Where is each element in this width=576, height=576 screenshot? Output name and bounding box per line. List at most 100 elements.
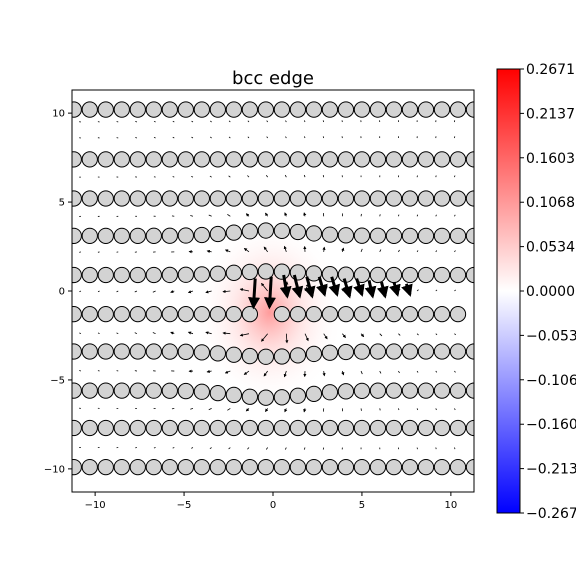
colorbar-tick-label: 0.0000 bbox=[526, 284, 575, 300]
displacement-arrow bbox=[79, 370, 82, 372]
atom-marker bbox=[353, 151, 371, 168]
atom-marker bbox=[113, 419, 130, 437]
atom-marker bbox=[113, 458, 130, 476]
atom-marker bbox=[449, 305, 467, 323]
atom-marker bbox=[401, 343, 419, 360]
displacement-arrow bbox=[153, 137, 156, 139]
atom-marker bbox=[72, 419, 82, 437]
atom-marker bbox=[177, 382, 194, 400]
atom-marker bbox=[289, 347, 307, 364]
atom-marker bbox=[289, 305, 307, 323]
atom-marker bbox=[129, 382, 146, 399]
displacement-arrow bbox=[322, 370, 326, 377]
atom-marker bbox=[225, 101, 243, 118]
atom-marker bbox=[305, 151, 323, 168]
core-displacement-arrow bbox=[376, 281, 389, 299]
atom-marker bbox=[305, 225, 323, 242]
displacement-arrow bbox=[323, 333, 328, 340]
colorbar-tick-label: 0.1603 bbox=[526, 151, 575, 167]
atom-marker bbox=[385, 305, 403, 323]
displacement-arrow bbox=[191, 447, 194, 449]
atom-marker bbox=[369, 101, 387, 118]
atom-marker bbox=[241, 458, 259, 476]
atom-marker bbox=[305, 385, 323, 403]
colorbar-tick-label: 0.0534 bbox=[526, 240, 575, 256]
y-tick-label: 10 bbox=[52, 109, 65, 120]
atom-marker bbox=[129, 227, 146, 245]
atom-marker bbox=[385, 266, 403, 284]
atom-marker bbox=[353, 305, 371, 323]
displacement-arrow bbox=[322, 120, 325, 123]
displacement-arrow bbox=[360, 333, 365, 338]
atom-marker bbox=[177, 227, 194, 244]
atom-marker bbox=[161, 382, 178, 399]
displacement-arrow bbox=[187, 331, 194, 335]
atom-marker bbox=[225, 224, 243, 241]
atom-marker bbox=[72, 266, 82, 284]
atom-marker bbox=[225, 305, 243, 323]
atom-marker bbox=[385, 343, 403, 360]
atom-marker bbox=[289, 387, 307, 404]
atom-marker bbox=[433, 419, 451, 437]
displacement-arrow bbox=[416, 289, 419, 292]
displacement-arrow bbox=[284, 174, 287, 178]
atom-marker bbox=[177, 419, 194, 437]
atom-marker bbox=[449, 190, 467, 207]
atom-marker bbox=[417, 382, 435, 399]
displacement-arrow bbox=[454, 175, 456, 178]
atom-marker bbox=[193, 419, 210, 437]
atom-marker bbox=[417, 190, 435, 207]
atom-marker bbox=[241, 419, 259, 437]
displacement-arrow bbox=[263, 370, 268, 377]
atom-marker bbox=[401, 458, 419, 476]
colorbar-tick-label: −0.2137 bbox=[526, 462, 576, 478]
displacement-arrow bbox=[360, 248, 363, 253]
atom-marker bbox=[321, 101, 339, 118]
atom-marker bbox=[209, 190, 227, 207]
atom-marker bbox=[225, 264, 243, 281]
atom-marker bbox=[273, 151, 291, 168]
y-tick-label: −5 bbox=[50, 375, 65, 386]
atom-marker bbox=[369, 227, 387, 244]
atom-marker bbox=[177, 151, 194, 168]
core-displacement-arrow bbox=[328, 276, 341, 297]
atom-marker bbox=[289, 101, 307, 118]
atom-marker bbox=[209, 101, 227, 118]
atom-marker bbox=[337, 383, 355, 400]
atom-marker bbox=[72, 151, 82, 168]
displacement-arrow bbox=[134, 290, 138, 293]
displacement-arrow bbox=[303, 136, 306, 139]
displacement-arrow bbox=[187, 290, 194, 294]
colorbar: 0.2671 0.2137 0.1603 0.1068 0.0534 0.0000 −0.0… bbox=[496, 62, 576, 522]
atom-marker bbox=[305, 345, 323, 363]
atom-marker bbox=[177, 101, 194, 118]
atom-marker bbox=[97, 458, 114, 476]
atom-marker bbox=[209, 384, 227, 402]
atom-marker bbox=[81, 151, 98, 168]
core-displacement-arrow bbox=[389, 281, 401, 297]
displacement-arrow bbox=[435, 289, 438, 292]
displacement-arrow bbox=[172, 120, 175, 123]
core-displacement-arrow bbox=[264, 276, 276, 310]
atom-marker bbox=[353, 419, 371, 437]
displacement-arrow bbox=[435, 250, 438, 253]
atom-marker bbox=[97, 419, 114, 437]
atom-marker bbox=[433, 227, 451, 245]
colorbar-tick-label: −0.1068 bbox=[526, 373, 576, 389]
atom-marker bbox=[81, 227, 98, 245]
atom-marker bbox=[145, 343, 162, 360]
displacement-arrow bbox=[224, 249, 231, 253]
plot-area bbox=[72, 90, 474, 492]
atom-marker bbox=[337, 101, 355, 118]
displacement-arrow bbox=[116, 121, 119, 123]
atom-marker bbox=[257, 151, 275, 168]
displacement-arrow bbox=[266, 136, 268, 139]
displacement-arrow bbox=[209, 447, 212, 449]
atom-marker bbox=[113, 227, 130, 245]
colorbar-tick-label: 0.2137 bbox=[526, 106, 575, 122]
y-tick-label: 5 bbox=[59, 198, 65, 209]
displacement-arrow bbox=[227, 214, 231, 217]
atom-marker bbox=[193, 383, 210, 400]
atom-marker bbox=[81, 458, 98, 476]
atom-marker bbox=[289, 264, 307, 281]
